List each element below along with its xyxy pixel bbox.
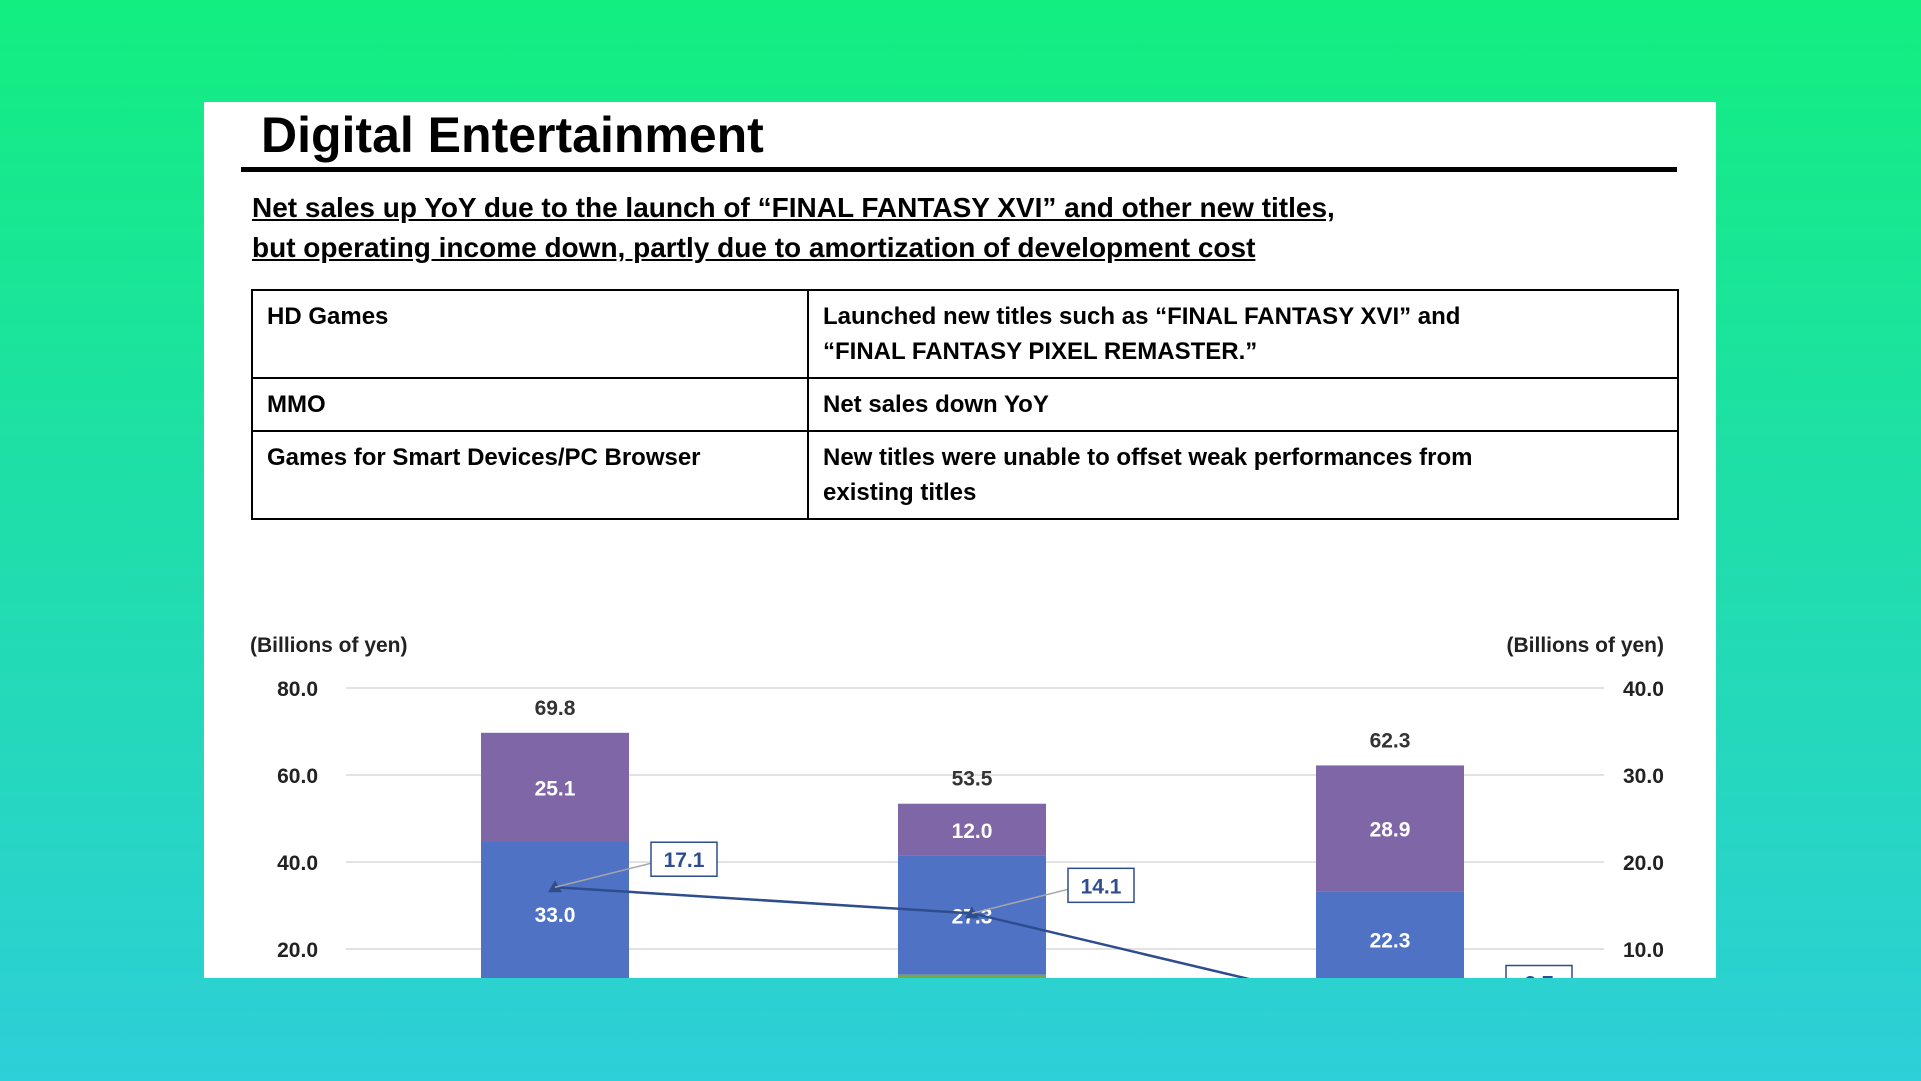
subtitle: Net sales up YoY due to the launch of “F… bbox=[252, 188, 1335, 268]
line-value-label: 14.1 bbox=[1081, 875, 1122, 898]
sales-chart: (Billions of yen)(Billions of yen)0.020.… bbox=[250, 634, 1665, 978]
table-cell-segment: Games for Smart Devices/PC Browser bbox=[251, 430, 809, 520]
line-value-label: 17.1 bbox=[664, 849, 705, 872]
table-cell-comment: New titles were unable to offset weak pe… bbox=[807, 430, 1679, 520]
y-axis-left-label: (Billions of yen) bbox=[250, 634, 408, 657]
page-title: Digital Entertainment bbox=[261, 107, 764, 163]
y-tick-left: 40.0 bbox=[277, 852, 318, 875]
bar-value-label: 22.3 bbox=[1370, 930, 1411, 953]
line-value-label: 2.7 bbox=[1524, 973, 1553, 978]
y-tick-left: 80.0 bbox=[277, 678, 318, 701]
bar-total-label: 69.8 bbox=[535, 697, 576, 720]
line-point-marker bbox=[548, 880, 562, 893]
bar-segment bbox=[481, 841, 629, 978]
y-tick-right: 10.0 bbox=[1623, 939, 1664, 962]
table-cell-segment: HD Games bbox=[251, 289, 809, 379]
bar-segment bbox=[1316, 765, 1464, 892]
table-cell-comment: Launched new titles such as “FINAL FANTA… bbox=[807, 289, 1679, 379]
y-axis-right-label: (Billions of yen) bbox=[1507, 634, 1665, 657]
y-tick-left: 60.0 bbox=[277, 765, 318, 788]
table-cell-segment: MMO bbox=[251, 377, 809, 432]
table-cell-comment: Net sales down YoY bbox=[807, 377, 1679, 432]
comment-line: Net sales down YoY bbox=[823, 391, 1049, 418]
table-row: Games for Smart Devices/PC Browser New t… bbox=[251, 430, 1679, 520]
bar-total-label: 53.5 bbox=[952, 768, 993, 791]
bar-segment bbox=[481, 732, 629, 842]
bar-total-label: 62.3 bbox=[1370, 729, 1411, 752]
y-tick-right: 40.0 bbox=[1623, 678, 1664, 701]
y-tick-right: 30.0 bbox=[1623, 765, 1664, 788]
y-tick-right: 20.0 bbox=[1623, 852, 1664, 875]
subtitle-line-2: but operating income down, partly due to… bbox=[252, 232, 1256, 263]
slide: Digital Entertainment Net sales up YoY d… bbox=[204, 102, 1716, 978]
callout-leader bbox=[554, 862, 652, 888]
comment-line: existing titles bbox=[823, 479, 977, 506]
table-row: HD Games Launched new titles such as “FI… bbox=[251, 289, 1679, 379]
subtitle-line-1: Net sales up YoY due to the launch of “F… bbox=[252, 192, 1335, 223]
bar-segment bbox=[898, 974, 1046, 978]
segment-table: HD Games Launched new titles such as “FI… bbox=[251, 289, 1679, 520]
comment-line: New titles were unable to offset weak pe… bbox=[823, 444, 1473, 471]
bar-segment bbox=[1316, 891, 1464, 978]
bar-segment bbox=[898, 803, 1046, 856]
callout-leader bbox=[971, 888, 1069, 915]
comment-line: Launched new titles such as “FINAL FANTA… bbox=[823, 303, 1461, 330]
bar-value-label: 25.1 bbox=[535, 777, 576, 800]
callout-box bbox=[1067, 867, 1135, 904]
bar-value-label: 33.0 bbox=[535, 904, 576, 927]
title-rule bbox=[241, 167, 1677, 172]
comment-line: “FINAL FANTASY PIXEL REMASTER.” bbox=[823, 338, 1258, 365]
callout-box bbox=[1505, 964, 1573, 978]
bar-value-label: 12.0 bbox=[952, 820, 993, 843]
bar-value-label: 28.9 bbox=[1370, 818, 1411, 841]
callout-box bbox=[650, 841, 718, 877]
table-row: MMO Net sales down YoY bbox=[251, 377, 1679, 432]
line-point-marker bbox=[965, 906, 979, 919]
y-tick-left: 20.0 bbox=[277, 939, 318, 962]
